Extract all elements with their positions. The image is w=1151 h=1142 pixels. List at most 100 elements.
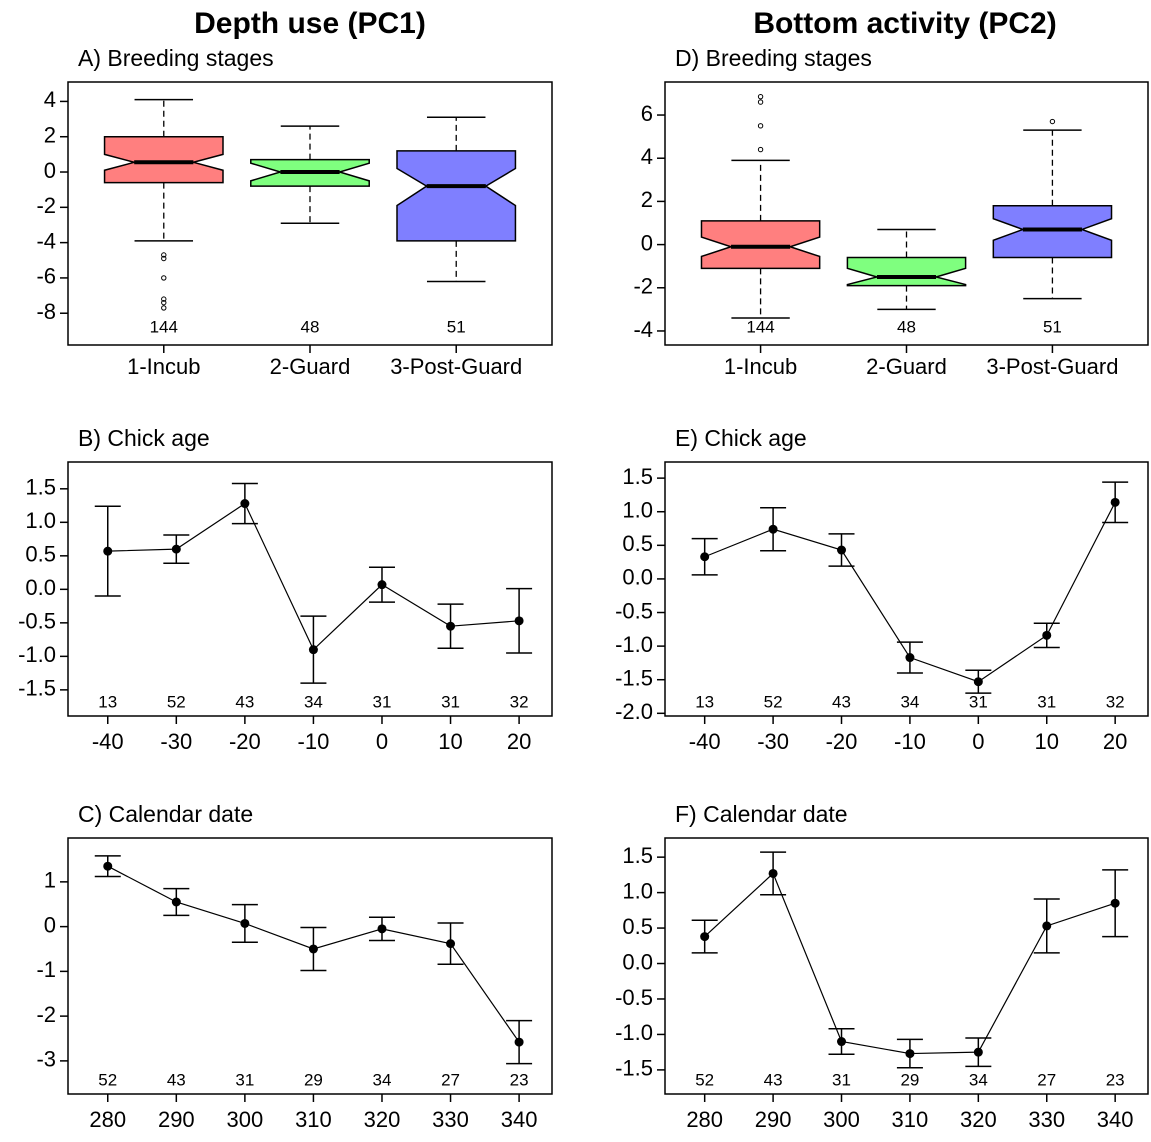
count-label: 29 [304, 1070, 323, 1089]
outlier [161, 299, 167, 306]
y-tick-label: 0.5 [622, 531, 653, 556]
panel-title: A) Breeding stages [78, 45, 274, 71]
x-tick-label: 290 [755, 1107, 792, 1132]
y-tick-label: -0.5 [18, 609, 56, 634]
x-tick-label: 3-Post-Guard [986, 354, 1118, 379]
count-label: 43 [832, 692, 851, 711]
count-label: 31 [969, 692, 988, 711]
outlier [757, 93, 764, 100]
y-tick-label: -2 [36, 1002, 56, 1027]
plot-frame [664, 81, 1149, 346]
count-label: 34 [304, 692, 323, 711]
x-tick-label: 280 [89, 1107, 126, 1132]
count-label: 13 [695, 692, 714, 711]
point [240, 499, 250, 509]
y-tick-label: -1.0 [18, 642, 56, 667]
y-tick-label: 0 [44, 158, 56, 183]
x-tick-label: 340 [1097, 1107, 1134, 1132]
count-label: 34 [900, 692, 919, 711]
x-tick-label: 290 [158, 1107, 195, 1132]
x-tick-label: 320 [960, 1107, 997, 1132]
point [1042, 630, 1052, 640]
count-label: 144 [746, 317, 774, 336]
point [700, 552, 710, 562]
count-label: 51 [1043, 317, 1062, 336]
plot-frame [67, 837, 553, 1095]
panel-title: D) Breeding stages [675, 45, 872, 71]
y-tick-label: 2 [44, 123, 56, 148]
outlier [161, 305, 167, 311]
point [240, 918, 250, 928]
count-label: 34 [969, 1070, 988, 1089]
point [768, 524, 778, 534]
x-tick-label: -10 [894, 729, 926, 754]
count-label: 52 [98, 1070, 117, 1089]
y-tick-label: 6 [641, 101, 653, 126]
count-label: 144 [150, 317, 178, 336]
outlier [161, 275, 167, 281]
count-label: 48 [897, 317, 916, 336]
count-label: 48 [301, 317, 320, 336]
point [837, 545, 847, 555]
outlier [161, 252, 167, 258]
y-tick-label: -2 [36, 193, 56, 218]
plot-frame [664, 461, 1149, 717]
count-label: 31 [832, 1070, 851, 1089]
outlier [757, 123, 764, 129]
x-tick-label: 2-Guard [270, 354, 351, 379]
count-label: 13 [98, 692, 117, 711]
x-tick-label: -20 [229, 729, 261, 754]
panel-title: B) Chick age [78, 425, 210, 451]
y-tick-label: 1.0 [622, 498, 653, 523]
y-tick-label: -6 [36, 264, 56, 289]
x-tick-label: -40 [92, 729, 124, 754]
y-tick-label: 0 [44, 912, 56, 937]
x-tick-label: 20 [507, 729, 531, 754]
point [514, 616, 524, 626]
count-label: 51 [447, 317, 466, 336]
point [103, 861, 113, 871]
count-label: 29 [900, 1070, 919, 1089]
x-tick-label: -30 [757, 729, 789, 754]
count-label: 27 [1037, 1070, 1056, 1089]
point [905, 1049, 915, 1059]
x-tick-label: 340 [501, 1107, 538, 1132]
y-tick-label: -2.0 [615, 699, 653, 724]
plot-frame [664, 837, 1149, 1095]
y-tick-label: 0.0 [622, 565, 653, 590]
x-tick-label: 2-Guard [866, 354, 947, 379]
box [396, 150, 517, 242]
box [992, 204, 1113, 259]
y-tick-label: 0 [641, 230, 653, 255]
point [1110, 898, 1120, 908]
y-tick-label: -4 [36, 228, 56, 253]
count-label: 43 [235, 692, 254, 711]
y-tick-label: -0.5 [615, 985, 653, 1010]
y-tick-label: 1.5 [25, 475, 56, 500]
count-label: 31 [235, 1070, 254, 1089]
x-tick-label: 310 [295, 1107, 332, 1132]
x-tick-label: 300 [227, 1107, 264, 1132]
point [171, 897, 181, 907]
point [700, 932, 710, 942]
x-tick-label: 1-Incub [127, 354, 200, 379]
x-tick-label: -30 [160, 729, 192, 754]
y-tick-label: -1.0 [615, 1020, 653, 1045]
box [700, 220, 821, 270]
count-label: 23 [1106, 1070, 1125, 1089]
panel-title: F) Calendar date [675, 801, 848, 827]
y-tick-label: 1.0 [25, 508, 56, 533]
x-tick-label: 280 [686, 1107, 723, 1132]
y-tick-label: -8 [36, 299, 56, 324]
x-tick-label: 0 [376, 729, 388, 754]
x-tick-label: 310 [892, 1107, 929, 1132]
count-label: 34 [373, 1070, 392, 1089]
y-tick-label: -2 [633, 274, 653, 299]
plot-frame [67, 81, 553, 346]
x-tick-label: 20 [1103, 729, 1127, 754]
x-tick-label: 330 [432, 1107, 469, 1132]
x-tick-label: 10 [1035, 729, 1059, 754]
point [1042, 921, 1052, 931]
